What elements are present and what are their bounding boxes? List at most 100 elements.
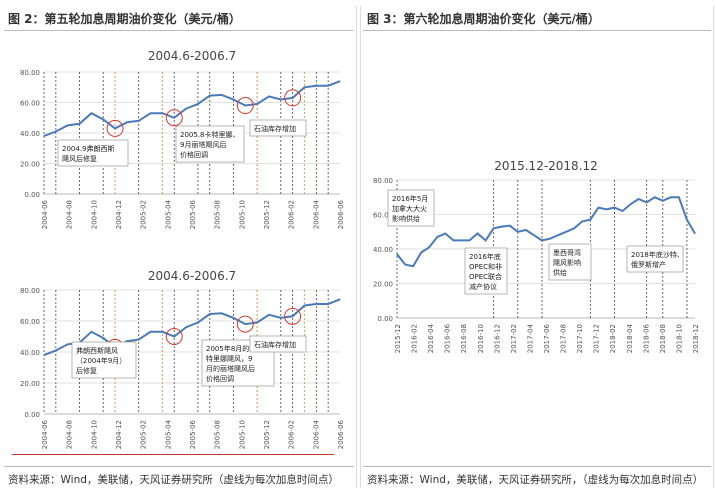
data-point	[114, 127, 116, 130]
left-source-note: 资料来源：Wind，美联储，天风证券研究所（虚线为每次加息时间点）	[8, 474, 339, 486]
data-point	[517, 231, 519, 233]
data-point	[428, 246, 430, 248]
annotation-text: 石油库存增加	[254, 124, 296, 133]
data-point	[78, 123, 81, 125]
y-tick-label: 20.00	[373, 281, 393, 289]
data-point	[339, 298, 341, 300]
event-circle	[236, 315, 254, 333]
right-figure-title: 图 3：第六轮加息周期油价变化（美元/桶）	[367, 12, 600, 26]
left-panel: 图 2：第五轮加息周期油价变化（美元/桶） 2004.6-2006.7 0.00 2…	[2, 6, 357, 488]
data-point	[149, 112, 152, 114]
data-point	[404, 263, 406, 266]
annotation-box	[464, 247, 508, 295]
data-point	[573, 227, 575, 229]
x-tick-label: 2017-12	[593, 324, 601, 353]
x-tick-label: 2005-12	[263, 420, 271, 449]
data-point	[525, 229, 527, 231]
x-tick-label: 2016-12	[493, 324, 501, 353]
event-circle	[284, 89, 302, 107]
x-tick-label: 2005-02	[140, 420, 148, 449]
annotation-text: 供给	[553, 268, 567, 277]
data-point	[232, 317, 235, 319]
annotation-box	[626, 245, 684, 273]
oil-price-line	[43, 298, 341, 357]
x-tick-label: 2005-10	[238, 200, 246, 229]
data-point	[232, 98, 235, 101]
right-title-rule	[363, 30, 711, 31]
data-point	[533, 234, 535, 236]
x-tick-label: 2017-06	[543, 323, 551, 353]
annotation-text: 价格回调	[180, 150, 208, 159]
data-point	[102, 118, 104, 120]
data-point	[589, 219, 591, 221]
chart-2004-bottom: 2004.6-2006.7 0.00 20.00 40.00 60.00 80.00 200…	[6, 258, 350, 454]
y-tick-label: 40.00	[20, 349, 40, 357]
data-point	[484, 239, 487, 241]
annotation-text: 加拿大大火	[392, 204, 427, 213]
data-point	[654, 196, 656, 198]
data-point	[197, 103, 199, 105]
annotation-box	[71, 341, 137, 379]
data-point	[221, 312, 223, 314]
data-point	[468, 239, 471, 241]
annotation-text: 墨西哥湾	[553, 248, 581, 257]
left-figure-title: 图 2：第五轮加息周期油价变化（美元/桶）	[8, 12, 241, 26]
data-point	[280, 98, 282, 101]
right-panel: 图 3：第六轮加息周期油价变化（美元/桶） 2015.12-2018.12 0.0…	[360, 6, 714, 488]
x-tick-label: 2004-06	[41, 199, 49, 229]
data-point	[67, 343, 69, 345]
chart-2004-top: 2004.6-2006.7 0.00 20.00 40.00 60.00 80.00 200…	[6, 40, 350, 240]
left-title-rule	[4, 30, 354, 31]
annotation-text: 月的丽塔飓风后	[206, 364, 255, 373]
y-tick-label: 40.00	[373, 246, 393, 254]
data-point	[327, 303, 329, 305]
x-tick-label: 2018-06	[642, 323, 650, 353]
data-point	[501, 225, 503, 228]
data-point	[55, 130, 57, 133]
data-point	[621, 210, 624, 212]
data-point	[396, 253, 398, 255]
y-tick-label: 60.00	[20, 318, 40, 326]
x-tick-label: 2004-06	[41, 419, 49, 449]
x-tick-label: 2004-12	[115, 420, 123, 449]
y-tick-label: 60.00	[20, 100, 40, 108]
annotation-text: 2004.9弗朗西斯	[62, 144, 115, 153]
data-point	[549, 238, 551, 240]
data-point	[686, 219, 688, 221]
data-point	[197, 321, 199, 324]
data-point	[493, 227, 495, 229]
red-divider	[12, 454, 334, 455]
data-point	[509, 225, 511, 227]
data-point	[670, 196, 672, 198]
data-point	[638, 198, 640, 200]
data-point	[597, 207, 599, 209]
x-tick-label: 2006-02	[288, 420, 296, 449]
data-point	[557, 234, 559, 236]
data-point	[327, 85, 329, 87]
x-tick-label: 2006-04	[312, 419, 320, 449]
data-point	[209, 313, 211, 315]
data-point	[90, 112, 92, 114]
data-point	[268, 95, 270, 97]
x-tick-label: 2004-12	[115, 200, 123, 229]
annotation-text: 2005年8月的卡	[206, 344, 256, 353]
data-point	[444, 232, 446, 235]
annotation-text: 俄罗斯增产	[631, 260, 666, 269]
chart-title: 2004.6-2006.7	[148, 269, 236, 283]
annotation-text: 特里娜飓风，9	[206, 354, 252, 363]
data-point	[138, 339, 140, 341]
data-point	[694, 232, 696, 235]
annotation-text: 2005.8卡特里娜、	[180, 130, 240, 139]
annotation-text: 2016年底	[469, 252, 501, 261]
chart-svg: 2004.6-2006.7 0.00 20.00 40.00 60.00 80.00 200…	[20, 269, 345, 449]
x-tick-label: 2017-02	[510, 324, 518, 353]
x-tick-label: 2005-08	[214, 200, 222, 229]
annotation-text: 石油库存增加	[254, 340, 296, 349]
data-point	[420, 251, 422, 254]
x-tick-label: 2016-10	[477, 324, 485, 353]
annotation-text: OPEC和非	[469, 262, 502, 271]
x-tick-label: 2006-04	[312, 199, 320, 229]
annotation-box	[249, 335, 307, 353]
x-tick-label: 2005-04	[164, 419, 172, 449]
data-point	[90, 331, 92, 333]
